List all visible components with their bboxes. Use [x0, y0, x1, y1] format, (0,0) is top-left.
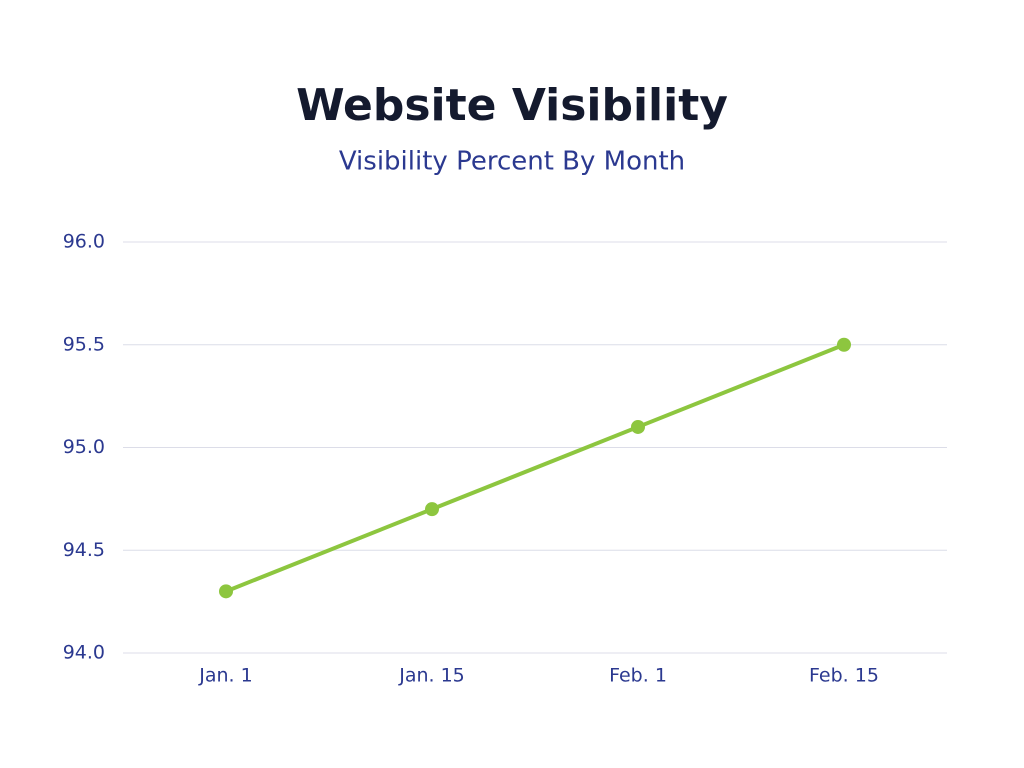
x-tick-label: Jan. 1 — [198, 665, 252, 687]
chart-title: Website Visibility — [296, 80, 728, 131]
data-point — [631, 419, 645, 434]
y-tick-label: 94.5 — [63, 539, 105, 561]
x-tick-label: Feb. 1 — [609, 665, 667, 687]
data-point — [837, 337, 851, 352]
chart-subtitle: Visibility Percent By Month — [339, 147, 685, 177]
y-tick-label: 96.0 — [63, 231, 105, 253]
data-line — [225, 342, 845, 594]
y-tick-label: 95.0 — [63, 436, 105, 458]
data-point — [219, 584, 233, 599]
x-tick-label: Feb. 15 — [809, 665, 879, 687]
y-tick-label: 94.0 — [63, 642, 105, 664]
data-point — [425, 502, 439, 517]
x-tick-label: Jan. 15 — [398, 665, 465, 687]
y-tick-label: 95.5 — [63, 333, 105, 355]
